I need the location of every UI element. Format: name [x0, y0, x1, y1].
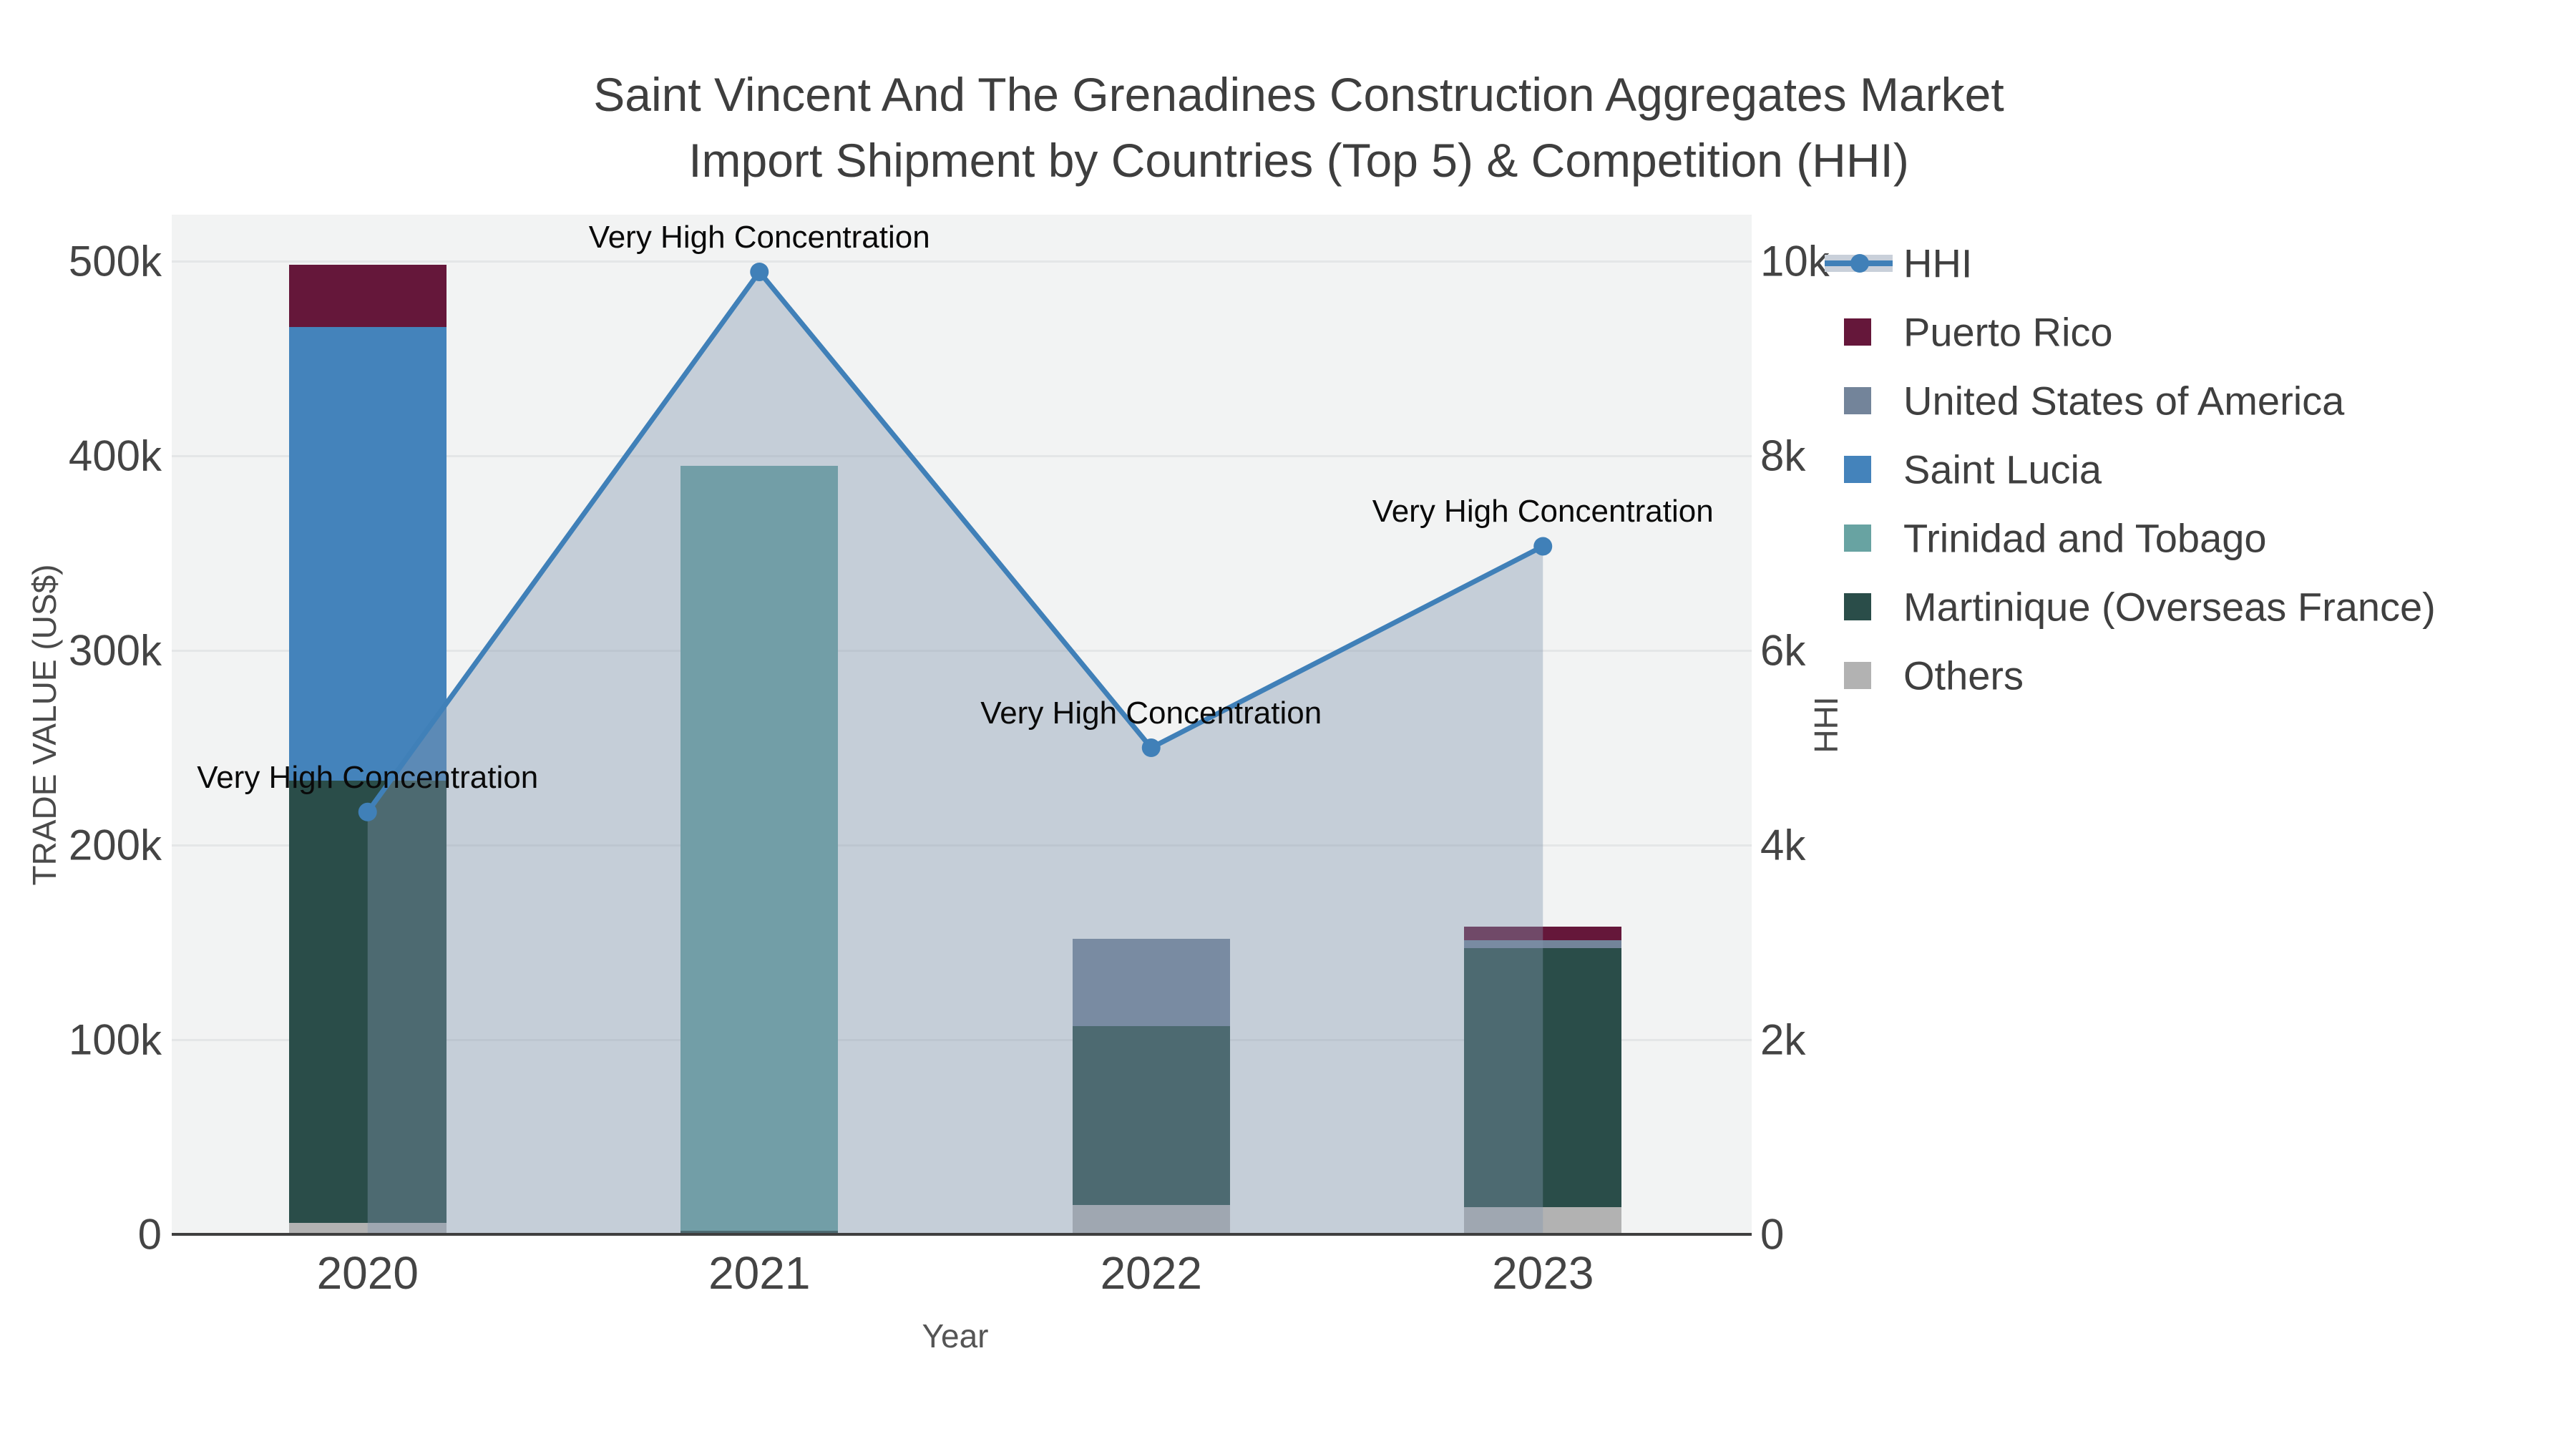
x-axis-line	[172, 1233, 1752, 1236]
gridline	[172, 454, 1752, 457]
legend-swatch	[1844, 662, 1871, 689]
hhi-line-swatch-marker	[1850, 254, 1869, 273]
hhi-line-swatch	[1825, 254, 1893, 273]
bar-segment-others-2020	[288, 1222, 447, 1234]
legend-swatch	[1844, 318, 1871, 346]
y-left-tick-200k: 200k	[68, 821, 162, 869]
legend-label: HHI	[1903, 240, 1973, 286]
y-left-tick-300k: 300k	[68, 626, 162, 675]
chart-title-line1: Saint Vincent And The Grenadines Constru…	[593, 68, 2004, 121]
y-left-tick-0: 0	[137, 1210, 162, 1259]
legend-label: Martinique (Overseas France)	[1903, 584, 2436, 630]
legend-label: Puerto Rico	[1903, 309, 2113, 355]
bar-segment-puerto-rico-2020	[288, 265, 447, 328]
annotation-2023: Very High Concentration	[1372, 494, 1714, 530]
y-right-tick-4k: 4k	[1760, 821, 1806, 869]
bar-segment-puerto-rico-2023	[1464, 927, 1622, 941]
x-axis-title: Year	[922, 1317, 989, 1355]
bar-segment-united-states-of-america-2022	[1072, 938, 1230, 1026]
gridline	[172, 1038, 1752, 1041]
legend-swatch	[1844, 525, 1871, 552]
legend-item-saint-lucia[interactable]: Saint Lucia	[1825, 442, 2576, 497]
legend-item-trinidad-and-tobago[interactable]: Trinidad and Tobago	[1825, 511, 2576, 565]
gridline	[172, 649, 1752, 652]
chart-title-line2: Import Shipment by Countries (Top 5) & C…	[688, 134, 1909, 187]
legend-item-others[interactable]: Others	[1825, 648, 2576, 703]
bar-segment-martinique-overseas-france-2020	[288, 781, 447, 1223]
bar-segment-trinidad-and-tobago-2021	[680, 465, 839, 1231]
y-right-tick-0: 0	[1760, 1210, 1785, 1259]
legend-label: Trinidad and Tobago	[1903, 515, 2267, 561]
hhi-marker-2020	[358, 802, 377, 821]
bar-segment-martinique-overseas-france-2021	[680, 1230, 839, 1234]
legend-label: Others	[1903, 653, 2024, 698]
annotation-2022: Very High Concentration	[980, 696, 1322, 731]
hhi-marker-2021	[750, 262, 769, 281]
y-axis-right-title: HHI	[1807, 696, 1845, 753]
bar-segment-martinique-overseas-france-2022	[1072, 1025, 1230, 1206]
y-right-tick-2k: 2k	[1760, 1015, 1806, 1064]
bar-segment-others-2022	[1072, 1205, 1230, 1234]
legend-item-united-states-of-america[interactable]: United States of America	[1825, 374, 2576, 428]
x-tick-2021: 2021	[708, 1247, 811, 1299]
hhi-marker-2023	[1533, 537, 1553, 556]
hhi-marker-2022	[1141, 738, 1161, 757]
y-right-tick-6k: 6k	[1760, 626, 1806, 675]
legend-label: United States of America	[1903, 378, 2345, 424]
legend-swatch	[1844, 456, 1871, 483]
legend-item-puerto-rico[interactable]: Puerto Rico	[1825, 305, 2576, 359]
x-tick-2020: 2020	[316, 1247, 419, 1299]
legend-item-martinique-overseas-france[interactable]: Martinique (Overseas France)	[1825, 580, 2576, 634]
gridline	[172, 260, 1752, 263]
y-right-tick-10k: 10k	[1760, 237, 1830, 286]
y-axis-left-title: TRADE VALUE (US$)	[26, 564, 63, 886]
bar-segment-saint-lucia-2020	[288, 327, 447, 781]
annotation-2020: Very High Concentration	[197, 759, 539, 795]
annotation-2021: Very High Concentration	[588, 219, 930, 255]
x-tick-2022: 2022	[1100, 1247, 1202, 1299]
y-right-tick-8k: 8k	[1760, 431, 1806, 480]
chart-title: Saint Vincent And The Grenadines Constru…	[501, 62, 2097, 193]
bar-segment-others-2023	[1464, 1206, 1622, 1234]
hhi-line	[365, 269, 1546, 815]
hhi-area-fill	[367, 271, 1543, 1235]
legend-item-hhi[interactable]: HHI	[1825, 236, 2576, 291]
y-left-tick-500k: 500k	[68, 237, 162, 286]
legend-label: Saint Lucia	[1903, 447, 2102, 492]
y-left-tick-100k: 100k	[68, 1015, 162, 1064]
bar-segment-martinique-overseas-france-2023	[1464, 948, 1622, 1207]
legend-swatch	[1844, 593, 1871, 620]
legend-swatch	[1844, 387, 1871, 414]
x-tick-2023: 2023	[1492, 1247, 1594, 1299]
gridline	[172, 844, 1752, 847]
bar-segment-united-states-of-america-2023	[1464, 940, 1622, 949]
y-left-tick-400k: 400k	[68, 431, 162, 480]
